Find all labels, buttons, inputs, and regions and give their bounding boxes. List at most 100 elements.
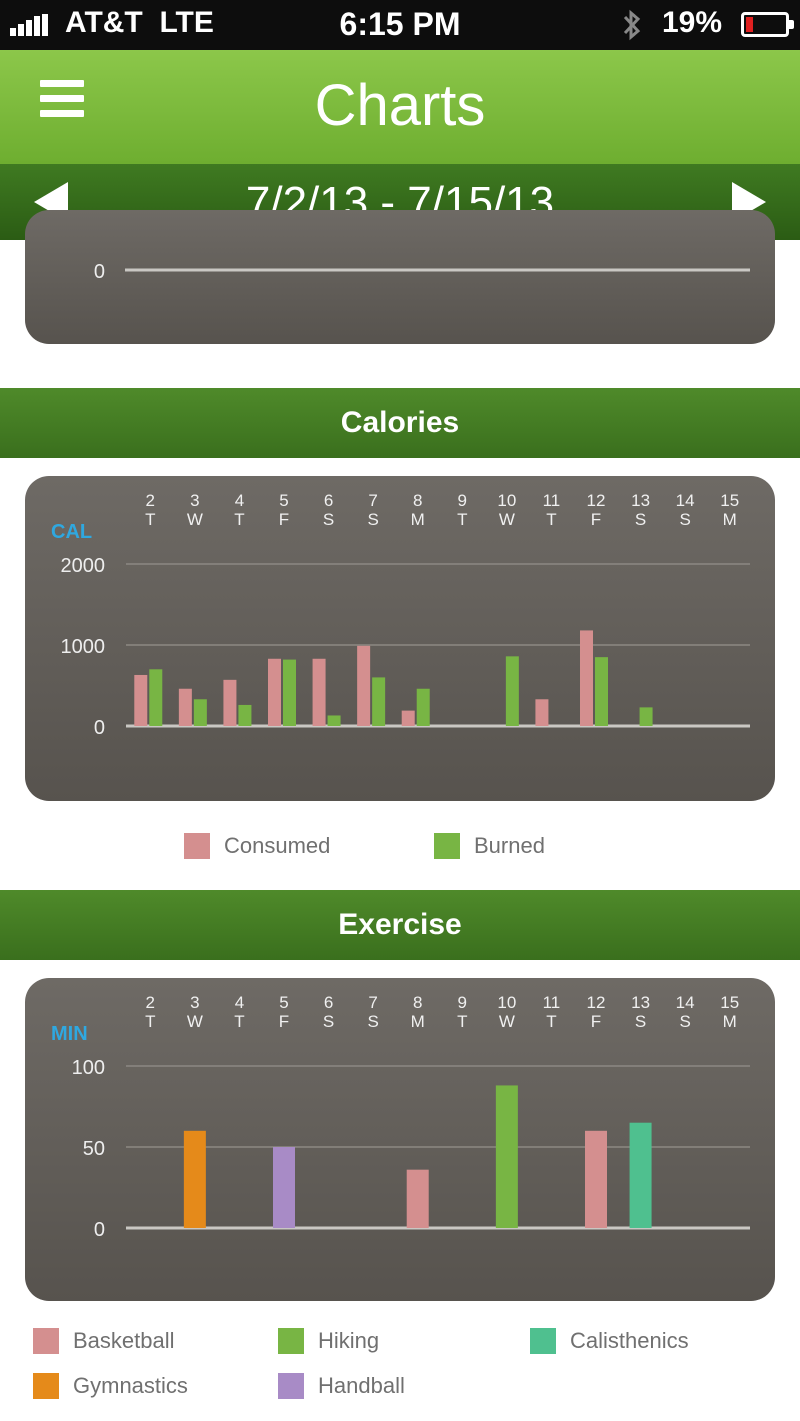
calories-bar-burned (193, 699, 207, 726)
calories-weekday-label: T (546, 510, 556, 529)
calories-chart-card: CAL 0 1000 2000 2 T 3 W 4 T 5 F 6 S 7 S 8 M 9 T 10 W 11 T 12 F 13 S… (25, 476, 775, 801)
legend-item-burned: Burned (434, 833, 545, 859)
exercise-chart: MIN0501002T3W4T5F6S7S8M9T10W11T12F13S14S… (51, 993, 750, 1241)
exercise-day-label: 7 (368, 993, 377, 1012)
exercise-weekday-label: M (723, 1012, 737, 1031)
exercise-day-label: 11 (543, 993, 561, 1012)
exercise-bar-gymnastics (183, 1130, 206, 1228)
calories-weekday-label: S (367, 510, 378, 529)
calories-bar-consumed (178, 688, 192, 726)
exercise-day-label: 6 (324, 993, 333, 1012)
exercise-y-tick-label: 100 (72, 1057, 105, 1079)
calories-bar-consumed (223, 679, 237, 726)
partial-chart: 0 (94, 261, 750, 283)
calories-bar-burned (238, 704, 252, 726)
calories-weekday-label: F (279, 510, 289, 529)
bluetooth-icon (620, 8, 644, 47)
calories-bar-burned (639, 707, 653, 726)
exercise-bar-basketball (585, 1130, 607, 1228)
calories-bar-burned (416, 688, 430, 726)
calories-day-label: 13 (631, 491, 650, 510)
calories-y-tick-label: 2000 (61, 555, 106, 577)
calories-day-label: 14 (676, 491, 695, 510)
exercise-day-label: 4 (235, 993, 244, 1012)
calories-weekday-label: T (234, 510, 244, 529)
calories-bar-consumed (580, 630, 593, 726)
calories-chart: CAL0100020002T3W4T5F6S7S8M9T10W11T12F13S… (51, 491, 750, 739)
legend-swatch-handball (278, 1373, 304, 1399)
exercise-weekday-label: W (187, 1012, 203, 1031)
calories-bar-consumed (401, 710, 415, 726)
legend-item-consumed: Consumed (184, 833, 330, 859)
calories-bar-consumed (134, 674, 148, 726)
exercise-weekday-label: S (323, 1012, 334, 1031)
calories-day-label: 8 (413, 491, 422, 510)
calories-day-label: 12 (587, 491, 606, 510)
calories-bar-consumed (268, 658, 281, 726)
page-title: Charts (314, 73, 486, 138)
legend-swatch-calisthenics (530, 1328, 556, 1354)
exercise-day-label: 12 (587, 993, 606, 1012)
status-bar: AT&T LTE 6:15 PM 19% (0, 0, 800, 50)
exercise-y-tick-label: 0 (94, 1219, 105, 1241)
exercise-day-label: 2 (146, 993, 155, 1012)
exercise-bar-handball (273, 1147, 295, 1228)
exercise-day-label: 15 (720, 993, 739, 1012)
calories-bar-consumed (312, 658, 326, 726)
exercise-day-label: 3 (190, 993, 199, 1012)
calories-day-label: 3 (190, 491, 199, 510)
legend-swatch-consumed (184, 833, 210, 859)
exercise-weekday-label: T (457, 1012, 467, 1031)
exercise-bar-basketball (406, 1169, 429, 1228)
calories-bar-burned (283, 659, 296, 726)
exercise-unit-label: MIN (51, 1023, 88, 1045)
calories-bar-burned (327, 715, 341, 726)
calories-weekday-label: S (323, 510, 334, 529)
legend-item-gymnastics: Gymnastics (33, 1373, 188, 1399)
legend-item-hiking: Hiking (278, 1328, 379, 1354)
calories-weekday-label: S (679, 510, 690, 529)
calories-y-tick-label: 1000 (61, 636, 106, 658)
calories-day-label: 6 (324, 491, 333, 510)
exercise-weekday-label: T (234, 1012, 244, 1031)
exercise-day-label: 8 (413, 993, 422, 1012)
calories-y-tick-label: 0 (94, 717, 105, 739)
calories-weekday-label: M (411, 510, 425, 529)
calories-day-label: 11 (543, 491, 561, 510)
app-header: Charts (0, 50, 800, 164)
carrier-label: AT&T LTE (65, 6, 214, 39)
exercise-day-label: 13 (631, 993, 650, 1012)
legend-item-handball: Handball (278, 1373, 405, 1399)
calories-weekday-label: T (145, 510, 155, 529)
calories-bar-burned (372, 677, 386, 726)
calories-weekday-label: W (499, 510, 515, 529)
calories-bar-consumed (357, 645, 371, 726)
exercise-weekday-label: T (145, 1012, 155, 1031)
battery-icon (741, 12, 794, 37)
exercise-weekday-label: S (679, 1012, 690, 1031)
exercise-weekday-label: F (591, 1012, 601, 1031)
exercise-y-tick-label: 50 (83, 1138, 105, 1160)
calories-weekday-label: T (457, 510, 467, 529)
exercise-bar-hiking (495, 1085, 518, 1228)
hamburger-menu-icon[interactable] (40, 80, 84, 120)
calories-day-label: 9 (458, 491, 467, 510)
calories-weekday-label: F (591, 510, 601, 529)
calories-section-header: Calories (0, 388, 800, 458)
calories-day-label: 5 (279, 491, 288, 510)
exercise-day-label: 10 (497, 993, 516, 1012)
calories-day-label: 4 (235, 491, 244, 510)
weight-chart-card-partial: 0 (25, 210, 775, 344)
calories-bar-burned (149, 669, 163, 726)
exercise-bar-calisthenics (629, 1122, 652, 1228)
y-tick-label: 0 (94, 261, 105, 283)
legend-item-basketball: Basketball (33, 1328, 175, 1354)
exercise-weekday-label: F (279, 1012, 289, 1031)
calories-weekday-label: M (723, 510, 737, 529)
exercise-weekday-label: T (546, 1012, 556, 1031)
exercise-weekday-label: W (499, 1012, 515, 1031)
exercise-chart-card: MIN 0 50 100 2 T 3 W 4 T 5 F 6 S 7 S 8 M 9 T 10 W 11 T 12 F 13 S 14 S… (25, 978, 775, 1301)
calories-weekday-label: W (187, 510, 203, 529)
calories-day-label: 7 (368, 491, 377, 510)
legend-swatch-basketball (33, 1328, 59, 1354)
